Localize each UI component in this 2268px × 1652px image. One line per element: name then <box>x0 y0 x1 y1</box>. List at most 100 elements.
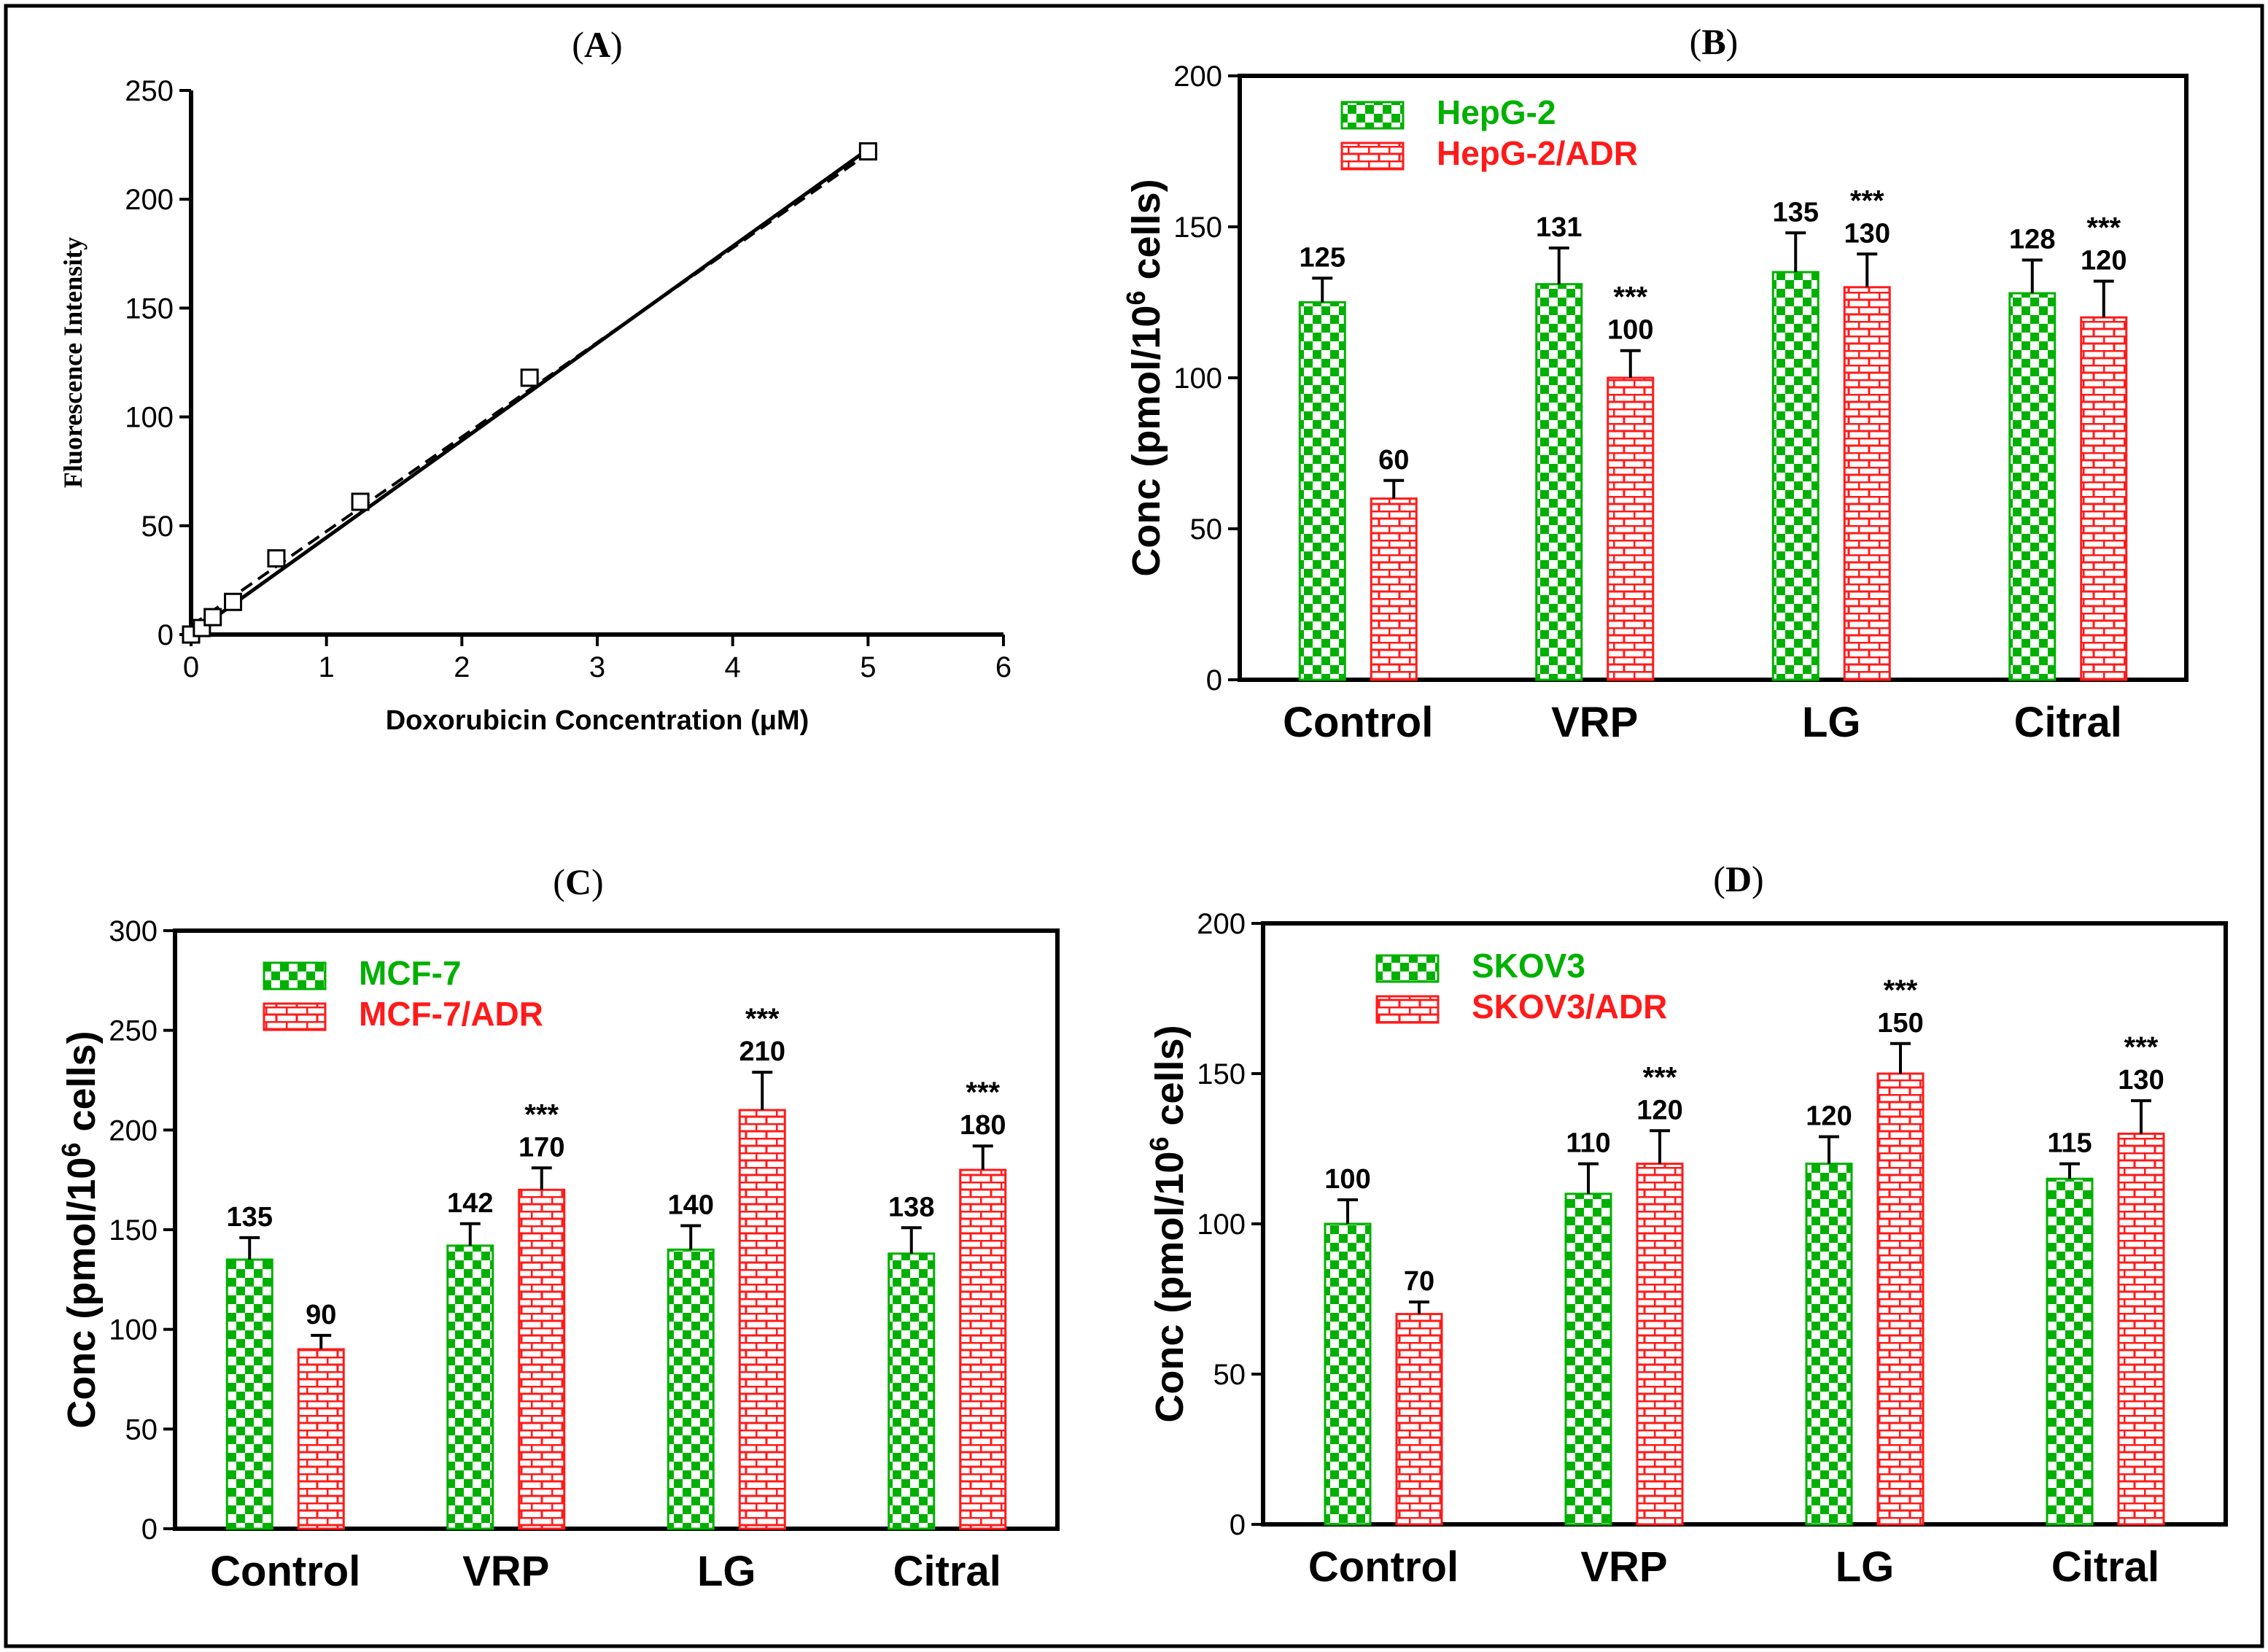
value-label: 130 <box>1844 218 1890 249</box>
y-tick-label: 0 <box>1206 664 1222 697</box>
y-axis-label: Conc (pmol/106 cells) <box>1144 1025 1192 1422</box>
category-label: Control <box>210 1548 360 1595</box>
y-axis-label: Conc (pmol/106 cells) <box>1121 179 1169 576</box>
category-label: VRP <box>1580 1543 1667 1591</box>
category-label: Citral <box>893 1548 1001 1595</box>
value-label: 131 <box>1536 212 1582 243</box>
y-tick-label: 100 <box>1197 1209 1246 1241</box>
value-label: 120 <box>1806 1101 1852 1132</box>
legend-swatch <box>1375 954 1440 983</box>
y-tick-label: 0 <box>141 1513 158 1546</box>
legend-label: HepG-2/ADR <box>1437 134 1638 172</box>
bar-resistant <box>297 1348 345 1530</box>
bar-resistant <box>1843 286 1891 681</box>
y-tick-label: 0 <box>1230 1509 1246 1541</box>
value-label: 100 <box>1324 1164 1370 1195</box>
bar-resistant <box>959 1168 1007 1530</box>
data-point <box>224 592 243 611</box>
bar-resistant <box>2080 316 2128 681</box>
category-label: Control <box>1283 699 1433 746</box>
y-tick-label: 150 <box>1197 1058 1246 1090</box>
fit-line-dashed <box>190 152 869 627</box>
significance-label: *** <box>2124 1031 2159 1063</box>
legend-swatch <box>1340 141 1405 171</box>
bar-parental <box>888 1252 936 1530</box>
y-tick-label: 50 <box>125 1413 158 1446</box>
y-tick-label: 150 <box>125 292 174 325</box>
value-label: 128 <box>2009 225 2055 255</box>
bar-resistant <box>1636 1163 1684 1526</box>
bar-parental <box>446 1244 494 1530</box>
category-label: LG <box>1802 699 1861 746</box>
data-point <box>351 492 370 511</box>
x-tick-label: 0 <box>183 651 199 683</box>
y-tick-label: 300 <box>109 915 158 947</box>
bar-parental <box>1324 1222 1372 1526</box>
x-tick-label: 3 <box>589 651 605 683</box>
bar-parental <box>1805 1163 1853 1526</box>
panel-c-title: (C) <box>553 861 603 902</box>
category-label: LG <box>697 1548 756 1595</box>
data-point <box>858 142 877 161</box>
value-label: 135 <box>1773 197 1819 228</box>
bar-resistant <box>1876 1072 1925 1526</box>
legend-swatch <box>263 1002 327 1031</box>
y-axis-label: Conc (pmol/106 cells) <box>56 1031 104 1428</box>
bar-resistant <box>518 1188 566 1530</box>
value-label: 125 <box>1300 242 1345 273</box>
legend-swatch <box>263 961 327 990</box>
value-label: 135 <box>227 1202 273 1233</box>
value-label: 130 <box>2118 1065 2164 1095</box>
bar-parental <box>667 1248 715 1530</box>
x-tick-label: 1 <box>319 651 335 683</box>
bar-parental <box>1564 1193 1612 1526</box>
bar-parental <box>2008 292 2057 681</box>
legend-label: SKOV3 <box>1472 947 1585 985</box>
y-tick-label: 200 <box>109 1114 158 1147</box>
bar-resistant <box>1395 1313 1443 1526</box>
x-tick-label: 4 <box>725 651 741 683</box>
y-tick-label: 50 <box>141 511 174 543</box>
x-axis-label: Doxorubicin Concentration (μM) <box>386 705 809 736</box>
value-label: 60 <box>1378 445 1409 476</box>
significance-label: *** <box>745 1003 780 1035</box>
data-point <box>203 608 222 627</box>
bar-resistant <box>1607 376 1655 681</box>
y-tick-label: 50 <box>1213 1359 1246 1391</box>
y-tick-label: 250 <box>125 75 174 107</box>
y-tick-label: 0 <box>158 619 174 651</box>
bar-resistant <box>2117 1132 2165 1526</box>
x-tick-label: 2 <box>454 651 470 683</box>
value-label: 140 <box>668 1190 714 1221</box>
value-label: 142 <box>447 1188 493 1219</box>
y-tick-label: 150 <box>109 1214 158 1246</box>
value-label: 210 <box>739 1036 785 1067</box>
significance-label: *** <box>2086 212 2121 244</box>
value-label: 110 <box>1566 1128 1610 1159</box>
y-tick-label: 100 <box>109 1314 158 1346</box>
bar-parental <box>225 1258 273 1530</box>
y-tick-label: 200 <box>1173 61 1222 93</box>
y-tick-label: 200 <box>125 184 174 216</box>
significance-label: *** <box>524 1098 559 1131</box>
significance-label: *** <box>1884 974 1918 1007</box>
category-label: VRP <box>462 1548 549 1595</box>
category-label: LG <box>1836 1543 1895 1591</box>
panel-d-title: (D) <box>1713 858 1763 899</box>
figure-border <box>4 4 2264 1648</box>
significance-label: *** <box>1850 185 1884 217</box>
legend-label: HepG-2 <box>1437 93 1556 131</box>
data-point <box>267 549 286 568</box>
legend-label: SKOV3/ADR <box>1472 988 1667 1025</box>
bar-parental <box>1771 271 1820 681</box>
category-label: VRP <box>1551 699 1638 746</box>
category-label: Citral <box>2014 699 2122 746</box>
panel-d-letter: D <box>1725 858 1752 899</box>
category-label: Citral <box>2051 1543 2159 1591</box>
y-tick-label: 150 <box>1173 212 1222 244</box>
legend-label: MCF-7 <box>359 954 462 992</box>
bar-parental <box>1535 283 1583 681</box>
x-tick-label: 6 <box>995 651 1011 683</box>
category-label: Control <box>1308 1543 1459 1591</box>
